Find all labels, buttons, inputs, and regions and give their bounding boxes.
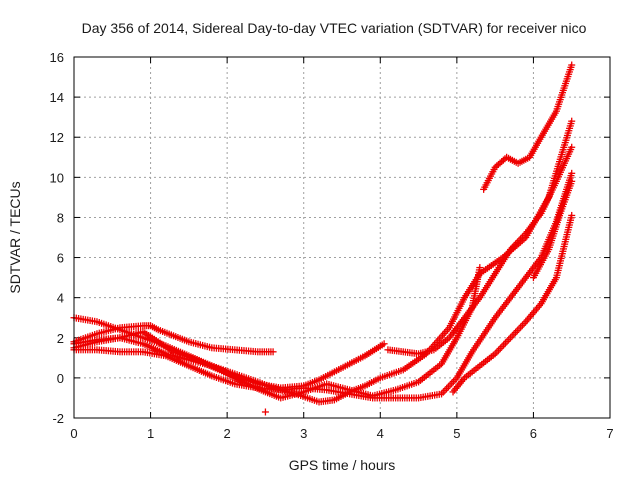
series-arc-9 (529, 177, 576, 282)
y-tick-label: 8 (57, 210, 64, 225)
y-tick-label: 0 (57, 371, 64, 386)
y-tick-label: 6 (57, 251, 64, 266)
y-tick-label: 2 (57, 331, 64, 346)
series-arc-8 (480, 61, 576, 193)
series-arc-7 (449, 211, 576, 396)
y-tick-label: -2 (52, 411, 64, 426)
x-tick-label: 0 (70, 426, 77, 441)
data-marks (70, 61, 576, 416)
x-tick-label: 5 (453, 426, 460, 441)
plot-frame (73, 56, 611, 419)
series-outlier (261, 408, 269, 416)
x-tick-label: 4 (377, 426, 384, 441)
y-tick-label: 16 (50, 50, 64, 65)
x-tick-label: 2 (224, 426, 231, 441)
series-arc-2 (70, 169, 576, 402)
series-arc-4 (70, 322, 277, 356)
y-tick-label: 10 (50, 170, 64, 185)
x-tick-label: 3 (300, 426, 307, 441)
series-arc-6 (384, 143, 576, 358)
grid (74, 57, 610, 418)
y-tick-label: 12 (50, 130, 64, 145)
chart-title: Day 356 of 2014, Sidereal Day-to-day VTE… (82, 20, 587, 36)
y-axis-label: SDTVAR / TECUs (7, 181, 23, 293)
y-tick-label: 4 (57, 291, 64, 306)
x-axis-label: GPS time / hours (289, 457, 396, 473)
x-tick-label: 6 (530, 426, 537, 441)
x-tick-label: 7 (606, 426, 613, 441)
y-tick-label: 14 (50, 90, 64, 105)
x-tick-label: 1 (147, 426, 154, 441)
